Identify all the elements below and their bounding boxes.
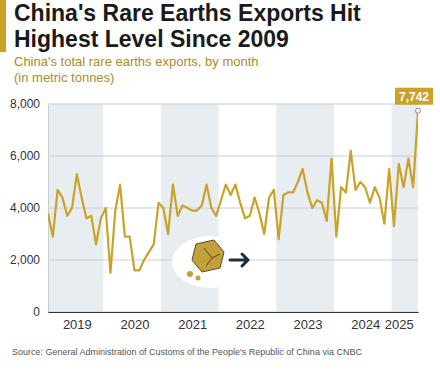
y-tick-label: 4,000: [10, 201, 40, 215]
annotation-point: [416, 108, 421, 113]
icon-pebble: [196, 276, 201, 281]
icon-rock: [192, 240, 224, 272]
y-tick: 8,000: [10, 97, 48, 111]
y-tick: 6,000: [10, 149, 48, 163]
y-tick-label: 2,000: [10, 253, 40, 267]
title-accent: [0, 0, 6, 52]
y-tick-label: 8,000: [10, 97, 40, 111]
text-line: China's total rare earths exports, by mo…: [14, 54, 259, 69]
plot-area: [48, 111, 418, 273]
x-tick-label: 2022: [236, 317, 265, 332]
annotations: 7,742: [395, 88, 433, 114]
text-line: (in metric tonnes): [14, 70, 114, 85]
y-tick-label: 6,000: [10, 149, 40, 163]
x-tick: 2021: [178, 312, 207, 332]
annotation-label: 7,742: [399, 90, 429, 104]
annotation-box: [395, 88, 433, 105]
grid-line: [48, 312, 418, 313]
subtitle: China's total rare earths exports, by mo…: [14, 54, 259, 85]
series-line: [48, 111, 418, 273]
y-axis: 0 2,000 4,000 6,000 8,000: [10, 97, 49, 319]
icon-pebble: [187, 271, 193, 277]
x-axis: 2019 2020 2021 2022 2023 2024 2025: [49, 312, 419, 332]
chart: China's Rare Earths Exports HitHighest L…: [0, 0, 440, 375]
x-tick-label: 2023: [294, 317, 323, 332]
y-tick: 0: [33, 305, 48, 319]
year-bands: [48, 104, 418, 312]
x-tick: 2019: [63, 312, 92, 332]
icon-rock-lines: [204, 248, 220, 266]
x-tick-label: 2019: [63, 317, 92, 332]
x-tick: 2023: [294, 312, 323, 332]
grid-line: [48, 156, 418, 157]
y-tick: 2,000: [10, 253, 48, 267]
grid-line: [48, 104, 418, 105]
y-tick-label: 0: [33, 305, 40, 319]
icon: [172, 236, 248, 288]
x-tick-label: 2024: [351, 317, 380, 332]
title: China's Rare Earths Exports HitHighest L…: [14, 0, 361, 52]
y-tick: 4,000: [10, 201, 48, 215]
x-axis-line: [49, 312, 419, 313]
x-tick-label: 2020: [121, 317, 150, 332]
grid: [48, 104, 418, 312]
x-tick-label: 2025: [385, 317, 414, 332]
text-line: Highest Level Since 2009: [14, 26, 289, 52]
grid-line: [48, 208, 418, 209]
x-tick-label: 2021: [178, 317, 207, 332]
source: Source: General Administration of Custom…: [12, 347, 362, 357]
x-tick: 2024: [351, 312, 380, 332]
text-line: China's Rare Earths Exports Hit: [14, 0, 361, 26]
icon-arrow: [230, 254, 248, 266]
x-tick: 2020: [121, 312, 150, 332]
x-tick: 2022: [236, 312, 265, 332]
y-axis-line: [48, 105, 49, 313]
x-tick: 2025: [385, 312, 414, 332]
icon-bg: [172, 236, 248, 288]
